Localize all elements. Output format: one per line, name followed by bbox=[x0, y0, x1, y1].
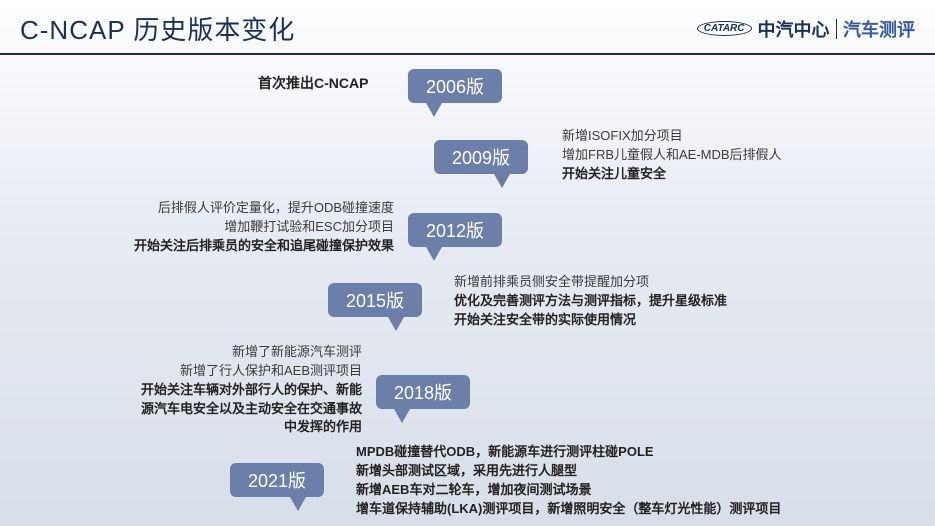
text-line: 新增了行人保护和AEB测评项目 bbox=[62, 362, 362, 381]
timeline-text: MPDB碰撞替代ODB，新能源车进行测评柱碰POLE新增头部测试区域，采用先进行… bbox=[356, 443, 916, 518]
text-line: 中发挥的作用 bbox=[62, 418, 362, 437]
pointer-icon bbox=[494, 174, 510, 188]
text-line: 开始关注后排乘员的安全和追尾碰撞保护效果 bbox=[94, 237, 394, 256]
logo-separator bbox=[836, 19, 838, 39]
pointer-icon bbox=[426, 247, 442, 261]
text-line: 后排假人评价定量化，提升ODB碰撞速度 bbox=[94, 199, 394, 218]
text-line: 优化及完善测评方法与测评指标，提升星级标准 bbox=[454, 292, 935, 311]
timeline: 2006版首次推出C-NCAP2009版新增ISOFIX加分项目增加FRB儿童假… bbox=[0, 55, 935, 515]
year-badge: 2015版 bbox=[328, 283, 422, 317]
timeline-text: 新增ISOFIX加分项目增加FRB儿童假人和AE-MDB后排假人开始关注儿童安全 bbox=[562, 127, 935, 184]
pointer-icon bbox=[426, 103, 442, 117]
year-badge: 2012版 bbox=[408, 213, 502, 247]
text-line: 新增了新能源汽车测评 bbox=[62, 343, 362, 362]
year-badge: 2021版 bbox=[230, 463, 324, 497]
text-line: MPDB碰撞替代ODB，新能源车进行测评柱碰POLE bbox=[356, 443, 916, 462]
timeline-badge: 2009版 bbox=[434, 140, 528, 174]
text-line: 新增头部测试区域，采用先进行人腿型 bbox=[356, 462, 916, 481]
text-line: 开始关注安全带的实际使用情况 bbox=[454, 311, 935, 330]
year-badge: 2006版 bbox=[408, 69, 502, 103]
timeline-badge: 2018版 bbox=[376, 375, 470, 409]
page-title: C-NCAP 历史版本变化 bbox=[20, 10, 295, 47]
timeline-badge: 2006版 bbox=[408, 69, 502, 103]
logo-text-primary: 中汽中心 bbox=[758, 16, 830, 42]
logo-text-secondary: 汽车测评 bbox=[843, 16, 915, 42]
pointer-icon bbox=[394, 409, 410, 423]
text-line: 增加FRB儿童假人和AE-MDB后排假人 bbox=[562, 146, 935, 165]
text-line: 源汽车电安全以及主动安全在交通事故 bbox=[62, 400, 362, 419]
logo-block: CATARC 中汽中心 汽车测评 bbox=[697, 16, 915, 42]
pointer-icon bbox=[388, 317, 404, 331]
timeline-text: 新增前排乘员侧安全带提醒加分项优化及完善测评方法与测评指标，提升星级标准开始关注… bbox=[454, 273, 935, 330]
logo-oval: CATARC bbox=[697, 21, 752, 36]
text-line: 增加鞭打试验和ESC加分项目 bbox=[94, 218, 394, 237]
header: C-NCAP 历史版本变化 CATARC 中汽中心 汽车测评 bbox=[0, 0, 935, 55]
text-line: 新增AEB车对二轮车，增加夜间测试场景 bbox=[356, 481, 916, 500]
timeline-badge: 2021版 bbox=[230, 463, 324, 497]
timeline-badge: 2012版 bbox=[408, 213, 502, 247]
text-line: 新增前排乘员侧安全带提醒加分项 bbox=[454, 273, 935, 292]
pointer-icon bbox=[290, 497, 306, 511]
timeline-text: 首次推出C-NCAP bbox=[258, 73, 368, 93]
year-badge: 2009版 bbox=[434, 140, 528, 174]
text-line: 增车道保持辅助(LKA)测评项目，新增照明安全（整车灯光性能）测评项目 bbox=[356, 500, 916, 519]
text-line: 开始关注儿童安全 bbox=[562, 165, 935, 184]
year-badge: 2018版 bbox=[376, 375, 470, 409]
text-line: 开始关注车辆对外部行人的保护、新能 bbox=[62, 381, 362, 400]
timeline-badge: 2015版 bbox=[328, 283, 422, 317]
text-line: 新增ISOFIX加分项目 bbox=[562, 127, 935, 146]
timeline-text: 新增了新能源汽车测评新增了行人保护和AEB测评项目开始关注车辆对外部行人的保护、… bbox=[62, 343, 362, 437]
timeline-text: 后排假人评价定量化，提升ODB碰撞速度增加鞭打试验和ESC加分项目开始关注后排乘… bbox=[94, 199, 394, 256]
